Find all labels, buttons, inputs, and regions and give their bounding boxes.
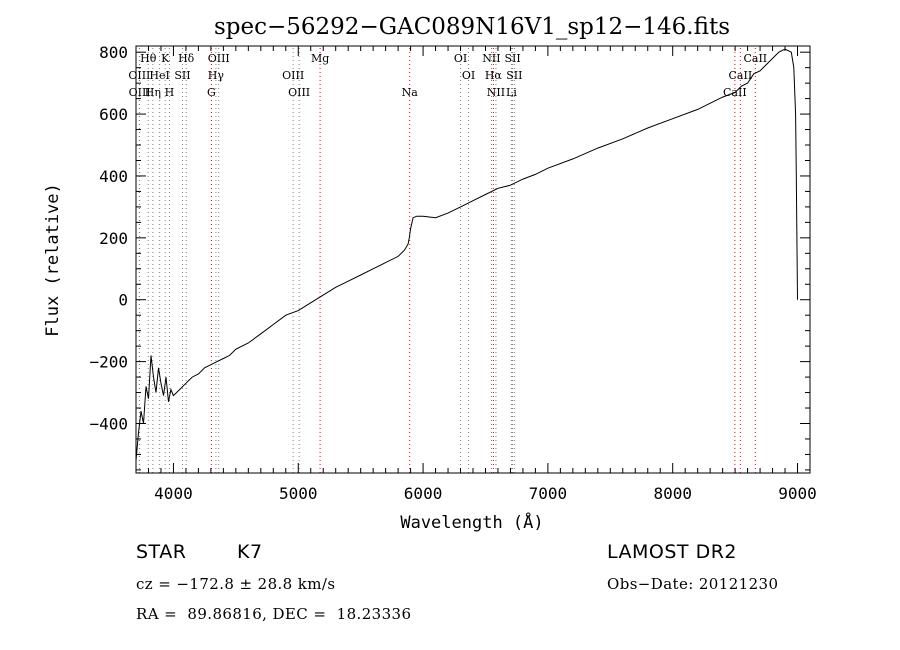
spectrum-series-line [135,48,798,461]
line-marker-label: OIII [129,86,151,99]
line-marker-label: SII [174,69,190,82]
x-tick-label: 4000 [154,484,193,503]
x-tick-label: 9000 [778,484,817,503]
line-marker-label: OIII [128,69,150,82]
y-tick-label: 600 [99,105,128,124]
y-tick-label: 0 [118,291,128,310]
line-marker-label: NII [487,86,505,99]
line-marker-label: Na [402,86,419,99]
obs-date-text: Obs−Date: 20121230 [607,575,779,593]
x-axis: 4000 5000 6000 7000 8000 9000 [135,46,817,503]
line-marker-label: OI [462,69,475,82]
line-marker-label: OIII [208,52,230,65]
line-marker-label: SII [506,69,522,82]
line-marker-label: CaII [729,69,753,82]
survey-label: LAMOST DR2 [607,541,737,563]
line-marker-label: SII [504,52,520,65]
subclass-label: K7 [237,541,263,563]
y-tick-label: 800 [99,43,128,62]
line-marker-label: Mg [311,52,329,65]
x-axis-label: Wavelength (Å) [400,511,543,533]
line-marker-label: G [207,86,216,99]
y-tick-label: −400 [89,414,128,433]
line-marker-label: Hγ [208,69,225,82]
line-marker-label: OIII [282,69,304,82]
coordinates-text: RA = 89.86816, DEC = 18.23336 [136,605,412,623]
class-label: STAR [136,541,187,563]
spectral-line-markers [138,48,756,473]
line-marker-label: H [165,86,175,99]
x-tick-label: 6000 [404,484,443,503]
y-tick-label: 400 [99,167,128,186]
line-marker-label: HeI [149,69,169,82]
line-marker-label: OIII [288,86,310,99]
plot-frame [135,45,811,474]
line-marker-label: Hθ [140,52,157,65]
x-tick-label: 7000 [529,484,568,503]
line-marker-label: Hα [485,69,503,82]
line-marker-label: K [161,52,170,65]
y-axis-label: Flux (relative) [43,183,63,337]
chart-title: spec−56292−GAC089N16V1_sp12−146.fits [214,14,730,40]
line-marker-label: NII [482,52,500,65]
line-marker-label: Hδ [178,52,195,65]
line-marker-label: Li [506,86,517,99]
x-tick-label: 8000 [653,484,692,503]
x-tick-label: 5000 [279,484,318,503]
y-tick-label: −200 [89,353,128,372]
line-marker-label: OI [454,52,467,65]
y-tick-label: 200 [99,229,128,248]
redshift-text: cz = −172.8 ± 28.8 km/s [136,575,336,593]
y-axis: −400 −200 0 200 400 600 800 [89,43,810,471]
line-marker-label: CaII [743,52,767,65]
line-marker-label: Hη [145,86,161,99]
